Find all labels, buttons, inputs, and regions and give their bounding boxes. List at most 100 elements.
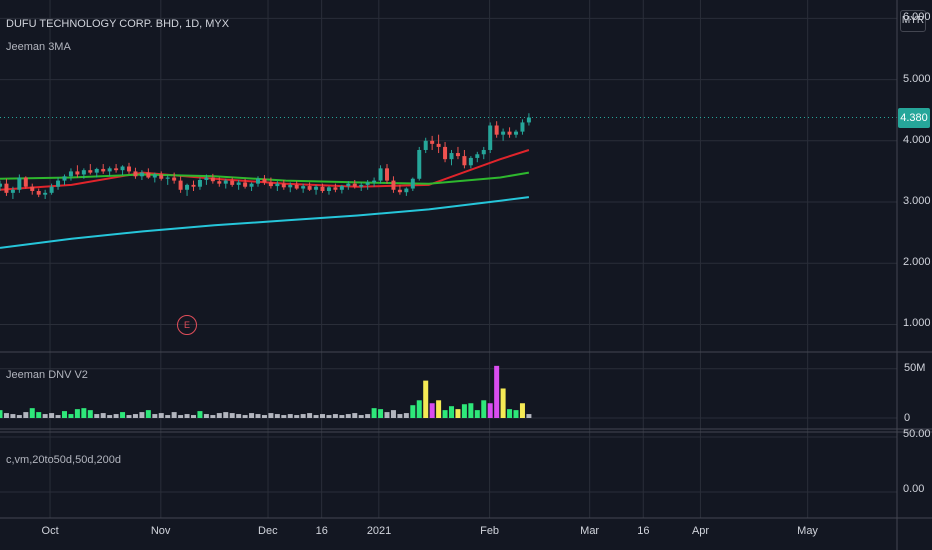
candle-body — [23, 177, 28, 187]
volume-axis-label-50m: 50M — [904, 362, 926, 374]
candle-body — [494, 125, 499, 135]
time-axis-label: Oct — [41, 525, 59, 537]
volume-bar — [120, 412, 126, 418]
candle-body — [268, 182, 273, 187]
volume-bar — [365, 414, 371, 418]
volume-bar — [507, 409, 513, 418]
candle-body — [339, 186, 344, 190]
volume-bar — [326, 415, 332, 418]
volume-bar — [216, 413, 222, 418]
candle-body — [172, 177, 177, 181]
candle-body — [191, 184, 196, 187]
volume-bar — [358, 415, 364, 418]
volume-bar — [0, 410, 3, 418]
volume-bar — [423, 380, 429, 418]
candle-body — [0, 183, 2, 187]
earnings-marker[interactable]: E — [177, 315, 197, 335]
volume-bar — [113, 414, 119, 418]
volume-bar — [132, 414, 138, 418]
volume-bar — [481, 400, 487, 418]
volume-bar — [74, 409, 80, 418]
volume-bar — [345, 414, 351, 418]
candle-body — [10, 189, 15, 193]
volume-bar — [42, 414, 48, 418]
volume-bar — [449, 406, 455, 418]
main-indicator-label[interactable]: Jeeman 3MA — [6, 41, 71, 53]
candle-body — [288, 184, 293, 188]
candle-body — [385, 168, 390, 181]
volume-bar — [191, 415, 197, 418]
candle-body — [391, 180, 396, 190]
price-axis-label: 6.000 — [903, 11, 931, 24]
candle-body — [120, 166, 125, 171]
volume-bar — [287, 414, 293, 418]
volume-bar — [378, 409, 384, 418]
volume-bar — [268, 413, 274, 418]
candle-body — [43, 192, 48, 195]
time-axis-label: Mar — [580, 525, 600, 537]
volume-bar — [249, 413, 255, 418]
third-pane-title[interactable]: c,vm,20to50d,50d,200d — [6, 454, 121, 466]
volume-bar — [255, 414, 261, 418]
volume-bar — [23, 412, 29, 418]
grid-lines — [0, 0, 897, 518]
candle-body — [333, 187, 338, 190]
candle-body — [230, 180, 235, 185]
candle-body — [204, 177, 209, 180]
volume-bar — [229, 413, 235, 418]
last-price-badge: 4.380 — [898, 107, 930, 128]
volume-bar — [307, 413, 313, 418]
volume-bar — [403, 413, 409, 418]
candle-body — [346, 183, 351, 187]
candle-body — [262, 178, 267, 183]
volume-bar — [320, 414, 326, 418]
volume-bar — [410, 405, 416, 418]
candle-body — [4, 183, 9, 193]
volume-bar — [81, 408, 87, 418]
volume-bars — [0, 365, 532, 418]
moving-average-line — [0, 196, 530, 249]
volume-bar — [474, 410, 480, 418]
volume-bar — [500, 388, 506, 418]
candle-body — [514, 131, 519, 135]
volume-bar — [384, 412, 390, 418]
candle-body — [17, 177, 22, 190]
candle-body — [197, 179, 202, 187]
candle-body — [94, 168, 99, 173]
candle-body — [501, 131, 506, 135]
volume-bar — [526, 414, 532, 418]
price-axis-label: 4.000 — [903, 133, 931, 146]
candle-body — [526, 117, 531, 123]
candle-body — [249, 183, 254, 187]
volume-bar — [197, 411, 203, 418]
time-axis-label: 16 — [315, 525, 328, 537]
volume-bar — [210, 415, 216, 418]
candle-body — [133, 171, 138, 177]
volume-bar — [332, 414, 338, 418]
candle-body — [165, 177, 170, 179]
time-axis-label: 2021 — [366, 525, 392, 537]
time-axis-label: Dec — [258, 525, 278, 537]
candle-body — [236, 182, 241, 185]
volume-bar — [126, 415, 132, 418]
currency-button[interactable]: MYR — [900, 10, 926, 32]
candle-body — [359, 184, 364, 187]
candle-body — [281, 183, 286, 188]
candle-body — [520, 122, 525, 132]
candle-body — [36, 190, 41, 195]
candle-body — [488, 125, 493, 150]
third-axis-label-0: 0.00 — [903, 483, 925, 495]
candle-body — [410, 178, 415, 189]
volume-bar — [274, 414, 280, 418]
volume-bar — [300, 414, 306, 418]
volume-bar — [281, 415, 287, 418]
volume-bar — [87, 410, 93, 418]
candle-body — [68, 171, 73, 177]
volume-pane-title[interactable]: Jeeman DNV V2 — [6, 369, 88, 381]
candle-body — [468, 157, 473, 166]
candle-body — [223, 180, 228, 184]
candle-body — [56, 180, 61, 187]
symbol-title: DUFU TECHNOLOGY CORP. BHD, 1D, MYX — [6, 18, 230, 30]
candle-body — [146, 172, 151, 178]
